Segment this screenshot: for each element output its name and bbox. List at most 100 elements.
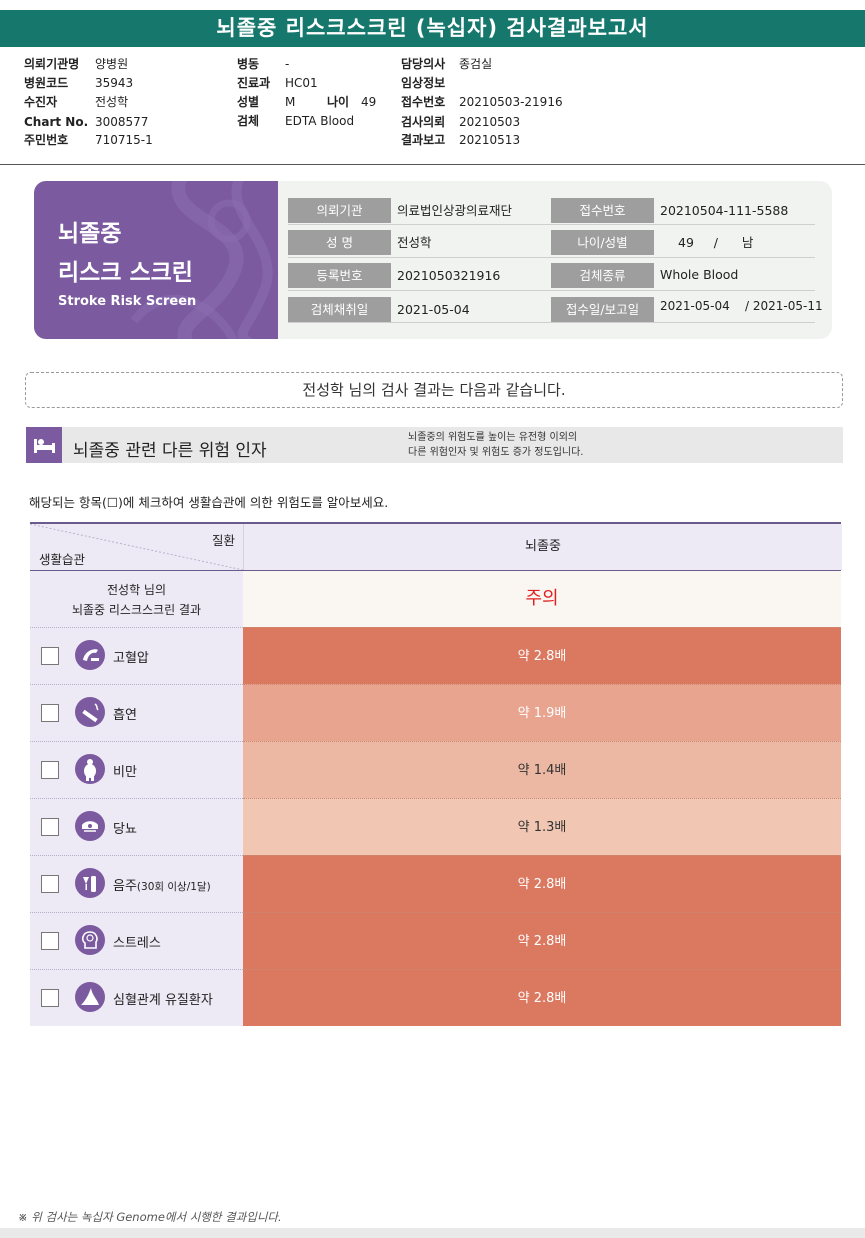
result-label-cell: 전성학 님의 뇌졸중 리스크스크린 결과 bbox=[30, 571, 243, 627]
institution-label: 의뢰기관 bbox=[288, 198, 391, 223]
registration-no-value: 2021050321916 bbox=[397, 268, 501, 283]
risk-label: 스트레스 bbox=[113, 932, 161, 951]
section-note-line2: 다른 위험인자 및 위험도 증가 정도입니다. bbox=[408, 447, 584, 458]
row-divider bbox=[30, 969, 243, 970]
risk-checkbox[interactable] bbox=[41, 704, 59, 722]
table-header-border bbox=[30, 570, 841, 571]
name-label: 성 명 bbox=[288, 230, 391, 255]
sex-value: M bbox=[285, 95, 296, 109]
risk-label-text: 스트레스 bbox=[113, 936, 161, 951]
section-title: 뇌졸중 관련 다른 위험 인자 bbox=[73, 441, 267, 461]
risk-value-cell: 약 2.8배 bbox=[243, 969, 841, 1026]
header-lifestyle-label: 생활습관 bbox=[39, 552, 86, 567]
instruction-text: 해당되는 항목(☐)에 체크하여 생활습관에 의한 위험도를 알아보세요. bbox=[29, 495, 389, 510]
risk-label-text: 심혈관계 유질환자 bbox=[113, 993, 213, 1008]
report-date-label: 결과보고 bbox=[401, 133, 446, 147]
smoking-icon bbox=[75, 697, 105, 727]
doctor-value: 종검실 bbox=[459, 57, 493, 71]
risk-checkbox[interactable] bbox=[41, 875, 59, 893]
banner-brand-panel bbox=[34, 181, 278, 339]
risk-label-note: (30회 이상/1달) bbox=[136, 881, 211, 893]
risk-checkbox[interactable] bbox=[41, 647, 59, 665]
risk-checkbox[interactable] bbox=[41, 989, 59, 1007]
banner-receipt-no-label: 접수번호 bbox=[551, 198, 654, 223]
risk-value-cell: 약 1.3배 bbox=[243, 798, 841, 855]
resident-no-value: 710715-1 bbox=[95, 133, 153, 147]
risk-checkbox[interactable] bbox=[41, 818, 59, 836]
collection-date-label: 검체채취일 bbox=[288, 297, 391, 322]
risk-value-cell: 약 2.8배 bbox=[243, 912, 841, 969]
risk-label-text: 흡연 bbox=[113, 708, 137, 723]
risk-checkbox[interactable] bbox=[41, 761, 59, 779]
banner-decoration-icon bbox=[130, 181, 273, 339]
risk-row-label-cell bbox=[30, 684, 243, 741]
risk-value-cell: 약 1.9배 bbox=[243, 684, 841, 741]
risk-label: 음주(30회 이상/1달) bbox=[113, 875, 211, 894]
patient-value: 전성학 bbox=[95, 95, 129, 109]
specimen-label: 검체 bbox=[237, 114, 260, 128]
header-info: 의뢰기관명 양병원 병원코드 35943 수진자 전성학 Chart No. 3… bbox=[0, 0, 865, 160]
banner-row-divider bbox=[288, 290, 815, 291]
row-divider bbox=[30, 855, 243, 856]
age-sex-label: 나이/성별 bbox=[551, 230, 654, 255]
chart-no-label: Chart No. bbox=[24, 115, 89, 129]
risk-row-label-cell bbox=[30, 741, 243, 798]
age-sex-value: 49 / 남 bbox=[678, 235, 754, 250]
section-note: 뇌졸중의 위험도를 높이는 유전형 이외의 다른 위험인자 및 위험도 증가 정… bbox=[408, 430, 583, 460]
footer-note: ※ 위 검사는 녹십자 Genome에서 시행한 결과입니다. bbox=[18, 1210, 282, 1224]
banner-subtitle: Stroke Risk Screen bbox=[58, 294, 197, 309]
department-value: HC01 bbox=[285, 76, 318, 90]
row-divider bbox=[30, 627, 243, 628]
registration-no-label: 등록번호 bbox=[288, 263, 391, 288]
sex-label: 성별 bbox=[237, 95, 260, 109]
banner-row-divider bbox=[288, 257, 815, 258]
result-label-line2: 뇌졸중 리스크스크린 결과 bbox=[71, 603, 202, 617]
risk-label: 당뇨 bbox=[113, 818, 137, 837]
risk-label-text: 당뇨 bbox=[113, 822, 137, 837]
header-divider bbox=[0, 164, 865, 165]
risk-label: 흡연 bbox=[113, 704, 137, 723]
bottom-strip bbox=[0, 1228, 865, 1238]
clinical-info-label: 임상정보 bbox=[401, 76, 446, 90]
risk-row-label-cell bbox=[30, 969, 243, 1026]
risk-label-text: 고혈압 bbox=[113, 651, 149, 666]
row-divider bbox=[30, 684, 243, 685]
risk-row-label-cell bbox=[30, 627, 243, 684]
risk-row-label-cell bbox=[30, 798, 243, 855]
risk-row-label-cell bbox=[30, 855, 243, 912]
table-top-border bbox=[30, 522, 841, 524]
obesity-icon bbox=[75, 754, 105, 784]
risk-value-cell: 약 2.8배 bbox=[243, 855, 841, 912]
ward-label: 병동 bbox=[237, 57, 260, 71]
section-icon-box bbox=[26, 427, 62, 463]
risk-label-text: 비만 bbox=[113, 765, 137, 780]
row-divider bbox=[30, 912, 243, 913]
report-date-value: 20210513 bbox=[459, 133, 521, 147]
collection-date-value: 2021-05-04 bbox=[397, 302, 470, 317]
stress-icon bbox=[75, 925, 105, 955]
banner-title-line1: 뇌졸중 bbox=[58, 221, 122, 247]
alcohol-icon bbox=[75, 868, 105, 898]
receipt-no-value: 20210503-21916 bbox=[459, 95, 563, 109]
hospital-name-label: 의뢰기관명 bbox=[24, 57, 80, 71]
section-bar bbox=[26, 427, 843, 463]
department-label: 진료과 bbox=[237, 76, 271, 90]
blood-pressure-icon bbox=[75, 640, 105, 670]
receipt-report-date-label: 접수일/보고일 bbox=[551, 297, 654, 322]
diagonal-divider bbox=[30, 524, 243, 570]
bed-icon bbox=[34, 439, 55, 453]
age-label: 나이 bbox=[327, 95, 350, 109]
diabetes-icon bbox=[75, 811, 105, 841]
hospital-code-label: 병원코드 bbox=[24, 76, 69, 90]
banner-receipt-no-value: 20210504-111-5588 bbox=[660, 203, 789, 218]
row-divider bbox=[30, 741, 243, 742]
table-header-stroke: 뇌졸중 bbox=[243, 524, 842, 570]
risk-label: 고혈압 bbox=[113, 647, 149, 666]
doctor-label: 담당의사 bbox=[401, 57, 446, 71]
specimen-value: EDTA Blood bbox=[285, 114, 355, 128]
risk-checkbox[interactable] bbox=[41, 932, 59, 950]
banner-row-divider bbox=[288, 224, 815, 225]
result-label-line1: 전성학 님의 bbox=[106, 583, 166, 597]
hospital-code-value: 35943 bbox=[95, 76, 134, 90]
banner-row-divider bbox=[288, 322, 815, 323]
